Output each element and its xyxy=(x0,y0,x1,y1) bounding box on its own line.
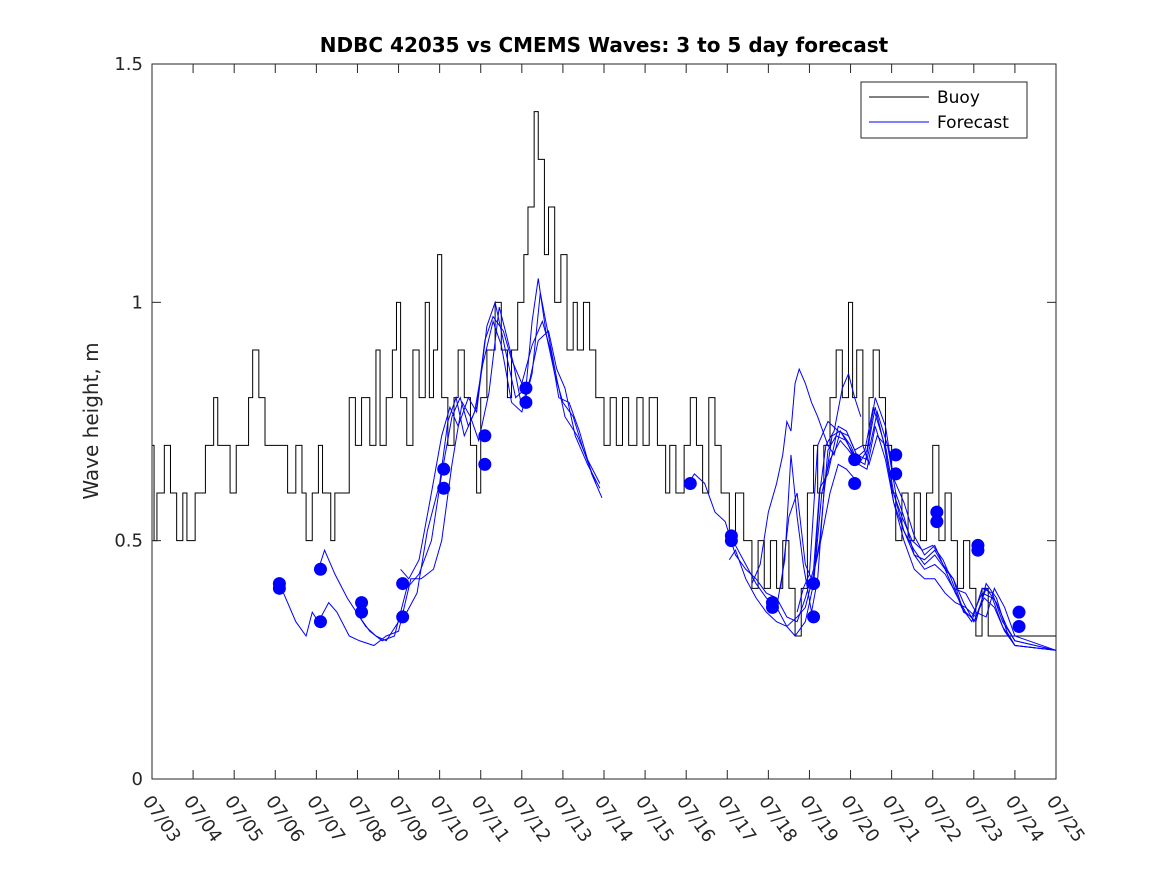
forecast-point xyxy=(848,453,862,467)
forecast-point xyxy=(683,476,697,490)
y-axis-label: Wave height, m xyxy=(79,342,103,499)
forecast-point xyxy=(848,476,862,490)
legend-label-buoy: Buoy xyxy=(937,88,980,108)
y-tick-label: 0.5 xyxy=(114,531,143,552)
forecast-point xyxy=(519,381,533,395)
forecast-point xyxy=(930,515,944,529)
forecast-point xyxy=(807,610,821,624)
series-line-forecast xyxy=(852,397,1057,651)
series-line-forecast xyxy=(400,278,597,580)
forecast-point xyxy=(313,562,327,576)
forecast-point xyxy=(765,600,779,614)
legend: Buoy Forecast xyxy=(860,81,1028,139)
legend-box xyxy=(860,81,1028,139)
series-line-forecast xyxy=(751,367,860,584)
forecast-point xyxy=(437,481,451,495)
y-tick-label: 1.5 xyxy=(114,54,143,75)
forecast-point xyxy=(889,448,903,462)
y-tick-label: 1 xyxy=(132,292,143,313)
forecast-point xyxy=(807,577,821,591)
forecast-point xyxy=(437,462,451,476)
forecast-point xyxy=(478,429,492,443)
series-line-forecast xyxy=(728,463,856,628)
legend-label-forecast: Forecast xyxy=(937,113,1009,133)
series-line-forecast xyxy=(277,306,601,647)
forecast-point xyxy=(1012,605,1026,619)
y-tick-label: 0 xyxy=(132,769,143,790)
forecast-point xyxy=(1012,619,1026,633)
forecast-point xyxy=(478,457,492,471)
forecast-point xyxy=(272,581,286,595)
forecast-point xyxy=(396,577,410,591)
forecast-point xyxy=(313,615,327,629)
series-line-forecast xyxy=(770,407,1057,651)
forecast-point xyxy=(930,505,944,519)
forecast-point xyxy=(396,610,410,624)
series-layer xyxy=(152,111,1057,651)
chart-title: NDBC 42035 vs CMEMS Waves: 3 to 5 day fo… xyxy=(320,33,889,57)
forecast-point xyxy=(355,596,369,610)
forecast-point xyxy=(971,543,985,557)
forecast-point xyxy=(724,534,738,548)
series-line-forecast xyxy=(796,409,1057,651)
series-line-forecast xyxy=(780,372,862,589)
forecast-point xyxy=(889,467,903,481)
forecast-point xyxy=(355,605,369,619)
forecast-point xyxy=(519,395,533,409)
series-line-forecast xyxy=(813,407,1057,651)
